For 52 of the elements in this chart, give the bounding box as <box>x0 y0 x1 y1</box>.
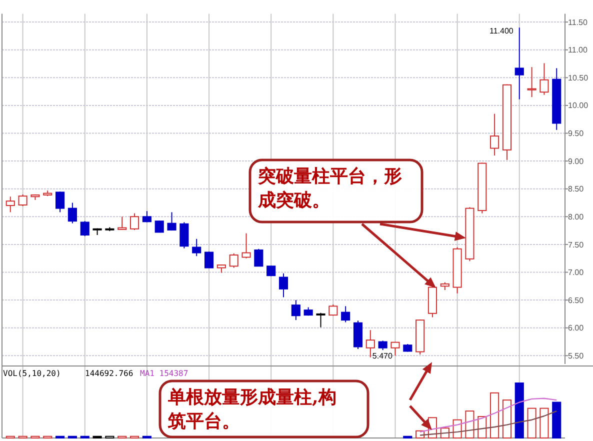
bar <box>527 408 536 438</box>
text: VOL(5,10,20) <box>3 369 61 378</box>
candlestick <box>154 220 164 233</box>
candlestick <box>229 252 238 268</box>
candlestick <box>180 222 189 249</box>
bar <box>540 408 549 438</box>
candlestick <box>341 306 350 323</box>
candlestick <box>490 113 500 156</box>
candlestick <box>291 300 300 321</box>
candlestick <box>167 212 176 232</box>
y-tick-label: 8.50 <box>568 184 584 194</box>
annotation: 11.400 <box>490 26 514 36</box>
y-tick-label: 7.00 <box>568 268 584 278</box>
candlestick <box>514 27 524 100</box>
y-tick-label: 11.50 <box>568 18 588 27</box>
text: MA1 154387 <box>140 369 188 378</box>
candlestick <box>278 272 288 298</box>
candlestick <box>353 320 363 350</box>
annotation: 单根放量形成量柱,构筑平台。 <box>167 387 336 432</box>
bar <box>552 402 562 438</box>
candlestick <box>390 341 400 356</box>
y-tick-label: 11.00 <box>568 46 588 55</box>
y-tick-label: 8.00 <box>568 212 584 222</box>
candlestick <box>378 340 388 351</box>
candlestick <box>56 191 65 213</box>
candlestick <box>316 312 326 328</box>
candlestick <box>540 62 549 96</box>
candlestick <box>18 194 28 207</box>
y-tick-label: 10.50 <box>568 73 589 82</box>
candlestick <box>192 238 202 257</box>
candlestick <box>68 202 77 224</box>
bar <box>502 400 512 438</box>
y-tick-label: 9.00 <box>568 156 584 166</box>
candlestick <box>118 216 127 230</box>
candlestick <box>242 232 251 259</box>
bar <box>514 382 524 438</box>
y-tick-label: 9.50 <box>568 129 584 138</box>
y-tick-label: 6.00 <box>568 324 584 333</box>
text: 144692.766 <box>85 369 134 378</box>
y-tick-label: 7.50 <box>568 240 584 250</box>
y-tick-label: 6.50 <box>568 296 584 305</box>
bar <box>490 392 500 438</box>
y-tick-label: 10.00 <box>568 101 589 110</box>
candlestick <box>204 251 214 268</box>
candlestick <box>6 196 15 213</box>
candlestick <box>80 220 90 237</box>
annotation: 5.470 <box>372 351 393 360</box>
candlestick <box>130 212 140 230</box>
candlestick <box>254 248 264 267</box>
y-tick-label: 5.50 <box>568 351 584 360</box>
candlestick <box>527 66 536 98</box>
annotation: 突破量柱平台，形成突破。 <box>257 166 402 211</box>
